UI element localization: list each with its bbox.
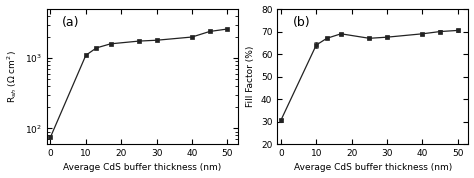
Y-axis label: Fill Factor (%): Fill Factor (%) [246, 46, 255, 107]
X-axis label: Average CdS buffer thickness (nm): Average CdS buffer thickness (nm) [64, 163, 222, 172]
Y-axis label: R$_{sh}$ ($\Omega$ cm$^{2}$): R$_{sh}$ ($\Omega$ cm$^{2}$) [6, 50, 19, 103]
Text: (b): (b) [292, 16, 310, 29]
X-axis label: Average CdS buffer thickness (nm): Average CdS buffer thickness (nm) [294, 163, 452, 172]
Text: (a): (a) [62, 16, 80, 29]
